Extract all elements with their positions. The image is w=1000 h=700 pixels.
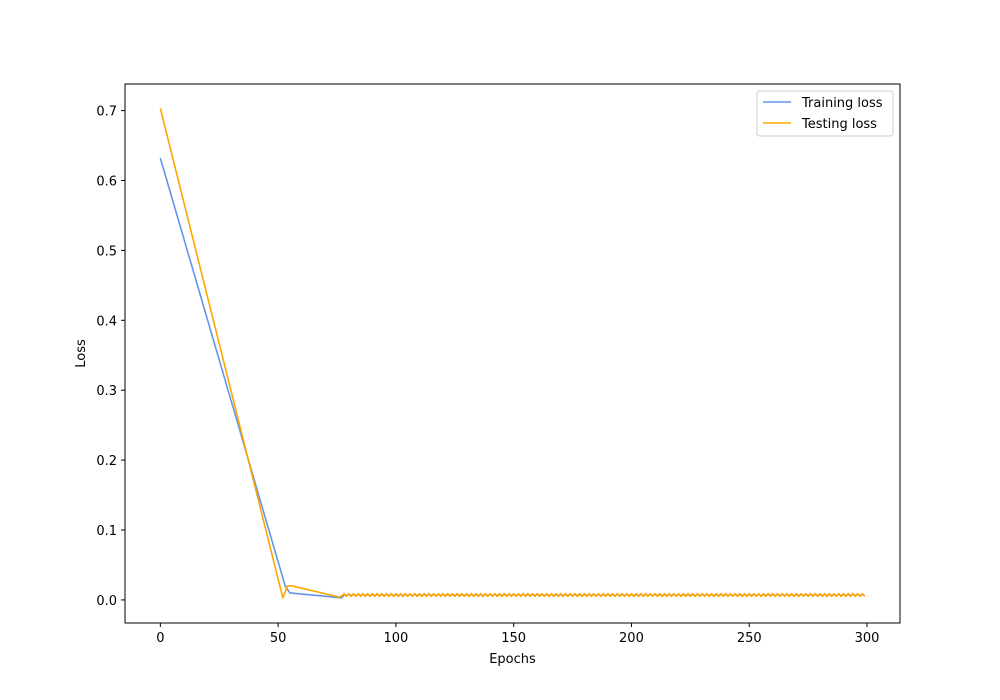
plot-area <box>124 83 901 624</box>
series-line-testing-loss <box>159 108 866 599</box>
x-tick-label: 50 <box>270 631 287 646</box>
x-tick-label: 100 <box>383 631 408 646</box>
x-tick-label: 150 <box>501 631 526 646</box>
series-layer <box>159 108 866 599</box>
y-tick-label: 0.1 <box>96 524 117 539</box>
x-axis: 0 50 100 150 200 250 300 <box>156 623 879 646</box>
y-axis: 0.0 0.1 0.2 0.3 0.4 0.5 0.6 0.7 <box>96 105 125 609</box>
legend-label: Training loss <box>801 96 883 111</box>
x-tick-label: 0 <box>156 631 164 646</box>
y-tick-label: 0.5 <box>96 244 117 259</box>
x-tick-label: 250 <box>737 631 762 646</box>
y-tick-label: 0.3 <box>96 384 117 399</box>
x-tick-label: 200 <box>619 631 644 646</box>
legend: Training loss Testing loss <box>756 90 894 137</box>
y-axis-label: Loss <box>74 339 89 368</box>
legend-label: Testing loss <box>801 117 877 132</box>
y-tick-label: 0.6 <box>96 174 117 189</box>
y-tick-label: 0.7 <box>96 105 117 120</box>
y-tick-label: 0.4 <box>96 314 117 329</box>
y-tick-label: 0.0 <box>96 594 117 609</box>
x-tick-label: 300 <box>855 631 880 646</box>
y-tick-label: 0.2 <box>96 454 117 469</box>
x-axis-label: Epochs <box>489 652 536 667</box>
